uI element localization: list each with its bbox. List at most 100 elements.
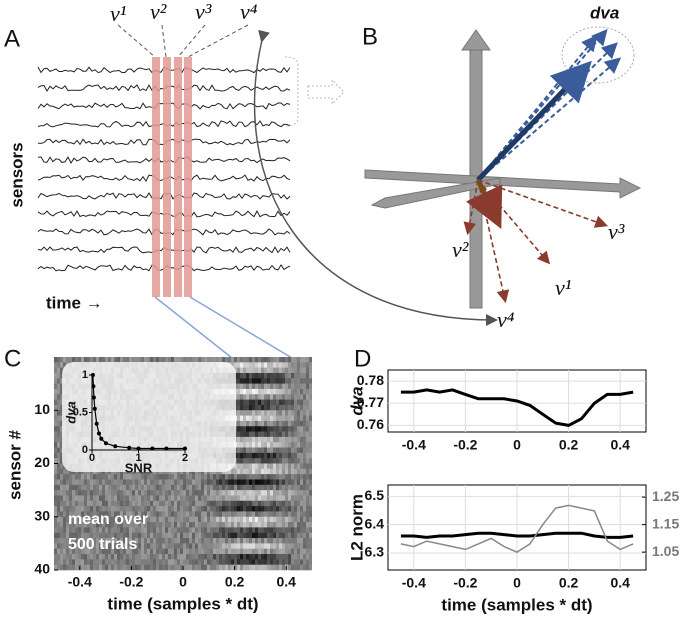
heat-cell <box>306 378 309 384</box>
heat-cell <box>162 522 165 528</box>
heat-cell <box>57 559 60 565</box>
heat-cell <box>297 554 300 560</box>
heat-cell <box>285 373 288 379</box>
heat-cell <box>153 554 156 560</box>
y-axis-label: dva <box>63 401 78 423</box>
heat-cell <box>261 448 264 454</box>
heat-cell <box>180 517 183 523</box>
heat-cell <box>162 517 165 523</box>
heat-cell <box>282 464 285 470</box>
heat-cell <box>261 522 264 528</box>
heat-cell <box>228 554 231 560</box>
heat-cell <box>192 506 195 512</box>
heat-cell <box>279 522 282 528</box>
heat-cell <box>216 549 219 555</box>
heat-cell <box>213 559 216 565</box>
heat-cell <box>210 559 213 565</box>
heat-cell <box>303 506 306 512</box>
heat-cell <box>243 442 246 448</box>
heat-cell <box>147 495 150 501</box>
heat-cell <box>282 410 285 416</box>
heat-cell <box>249 527 252 533</box>
heat-cell <box>297 448 300 454</box>
heat-cell <box>300 495 303 501</box>
heat-cell <box>162 527 165 533</box>
heat-cell <box>144 527 147 533</box>
heat-cell <box>261 373 264 379</box>
heat-cell <box>279 458 282 464</box>
heat-cell <box>261 410 264 416</box>
heat-cell <box>258 538 261 544</box>
heat-cell <box>231 565 234 571</box>
heat-cell <box>207 554 210 560</box>
heat-cell <box>264 554 267 560</box>
dva-mean <box>478 68 585 180</box>
heat-cell <box>228 501 231 507</box>
heat-cell <box>186 543 189 549</box>
heat-cell <box>306 469 309 475</box>
heat-cell <box>279 506 282 512</box>
heat-cell <box>285 533 288 539</box>
heat-cell <box>276 378 279 384</box>
heat-cell <box>222 357 225 363</box>
heat-cell <box>234 538 237 544</box>
heat-cell <box>252 549 255 555</box>
heat-cell <box>60 543 63 549</box>
heat-cell <box>207 490 210 496</box>
heat-cell <box>78 485 81 491</box>
heat-cell <box>138 527 141 533</box>
heat-cell <box>294 394 297 400</box>
heat-cell <box>237 517 240 523</box>
heat-cell <box>237 373 240 379</box>
heat-cell <box>282 416 285 422</box>
heat-cell <box>285 378 288 384</box>
heat-cell <box>297 394 300 400</box>
heat-cell <box>246 527 249 533</box>
heat-cell <box>264 565 267 571</box>
heat-cell <box>195 565 198 571</box>
heat-cell <box>126 527 129 533</box>
heat-cell <box>261 490 264 496</box>
heat-cell <box>261 464 264 470</box>
heat-cell <box>171 538 174 544</box>
heat-cell <box>234 554 237 560</box>
heat-cell <box>186 554 189 560</box>
heat-cell <box>273 416 276 422</box>
heat-cell <box>249 416 252 422</box>
heat-cell <box>180 559 183 565</box>
heat-cell <box>291 432 294 438</box>
heat-cell <box>252 437 255 443</box>
heat-cell <box>228 495 231 501</box>
heat-cell <box>195 538 198 544</box>
heat-cell <box>306 543 309 549</box>
heat-cell <box>261 405 264 411</box>
heat-cell <box>87 501 90 507</box>
heat-cell <box>249 432 252 438</box>
heat-cell <box>234 511 237 517</box>
heat-cell <box>222 490 225 496</box>
heat-cell <box>291 448 294 454</box>
heat-cell <box>168 474 171 480</box>
heat-cell <box>153 527 156 533</box>
annotation: mean over <box>68 511 148 528</box>
heat-cell <box>273 373 276 379</box>
heat-cell <box>252 453 255 459</box>
heat-cell <box>141 549 144 555</box>
heat-cell <box>63 501 66 507</box>
heat-cell <box>264 522 267 528</box>
heat-cell <box>186 533 189 539</box>
heat-cell <box>237 437 240 443</box>
heat-cell <box>282 527 285 533</box>
heat-cell <box>297 437 300 443</box>
heat-cell <box>114 559 117 565</box>
y-tick-label: 6.4 <box>365 515 385 531</box>
heat-cell <box>156 527 159 533</box>
heat-cell <box>159 554 162 560</box>
heat-cell <box>225 479 228 485</box>
heat-cell <box>171 543 174 549</box>
heat-cell <box>264 373 267 379</box>
heat-cell <box>138 357 141 363</box>
vector-label: ν³ <box>608 219 625 244</box>
heat-cell <box>297 389 300 395</box>
